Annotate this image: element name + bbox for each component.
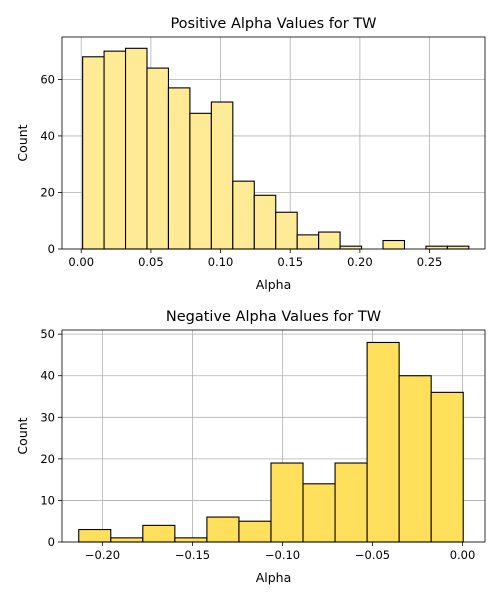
axes-frame [61, 36, 486, 250]
y-axis-label: Count [15, 124, 30, 161]
histogram-bar [82, 56, 105, 250]
x-tick-label: 0.25 [417, 255, 443, 269]
histogram-bar [146, 67, 169, 250]
y-tick-label: 20 [40, 185, 55, 199]
histogram-bar [366, 341, 400, 543]
histogram-bar [275, 211, 298, 250]
histogram-bar [334, 462, 368, 543]
y-axis-ticks: 0 20 40 60 [40, 72, 62, 256]
histogram-bar [339, 245, 363, 250]
histogram-bar [296, 234, 320, 250]
histogram-bar [270, 462, 304, 543]
positive-alpha-histogram: 0.00 0.05 0.10 0.15 0.20 0.25 0 20 40 60 Positiv… [15, 16, 486, 292]
histogram-bar [78, 528, 112, 543]
x-tick-label: −0.15 [175, 548, 210, 562]
histogram-bar [425, 245, 448, 250]
x-tick-label: 0.15 [277, 255, 303, 269]
y-axis-label: Count [15, 417, 30, 454]
y-tick-label: 30 [40, 410, 55, 424]
x-axis-ticks: −0.20 −0.15 −0.10 −0.05 0.00 [85, 542, 475, 562]
histogram-bar [398, 375, 432, 543]
histogram-bar [174, 537, 208, 543]
y-tick-label: 60 [40, 72, 55, 86]
x-tick-label: 0.10 [208, 255, 234, 269]
histogram-bar [382, 239, 406, 250]
x-axis-ticks: 0.00 0.05 0.10 0.15 0.20 0.25 [68, 249, 442, 269]
histogram-bar [206, 516, 240, 543]
histogram-bar [430, 391, 464, 543]
x-tick-label: 0.00 [68, 255, 94, 269]
histogram-bar [110, 537, 144, 543]
histogram-bar [167, 87, 191, 250]
x-axis-label: Alpha [256, 570, 292, 585]
x-tick-label: −0.20 [85, 548, 120, 562]
negative-alpha-histogram: −0.20 −0.15 −0.10 −0.05 0.00 0 10 20 30 40 50 Neg… [15, 309, 486, 585]
y-tick-label: 40 [40, 129, 55, 143]
axes-frame [61, 329, 486, 543]
histogram-bar [446, 245, 470, 250]
histogram-bars [82, 47, 470, 250]
x-tick-label: −0.10 [265, 548, 300, 562]
x-tick-label: 0.05 [138, 255, 164, 269]
chart-title: Negative Alpha Values for TW [166, 309, 381, 325]
x-tick-label: −0.05 [355, 548, 390, 562]
histogram-bar [124, 47, 148, 250]
x-tick-label: 0.20 [347, 255, 373, 269]
histogram-bar [302, 483, 336, 543]
y-tick-label: 0 [48, 535, 55, 549]
histogram-bar [253, 194, 277, 250]
y-tick-label: 50 [40, 327, 55, 341]
y-tick-label: 40 [40, 369, 55, 383]
y-tick-label: 0 [48, 242, 55, 256]
x-axis-label: Alpha [256, 277, 292, 292]
chart-title: Positive Alpha Values for TW [170, 16, 376, 32]
histogram-bar [142, 524, 176, 543]
histogram-bar [103, 50, 127, 250]
y-tick-label: 20 [40, 452, 55, 466]
histogram-bar [210, 101, 234, 250]
y-axis-ticks: 0 10 20 30 40 50 [40, 327, 62, 549]
histogram-bar [189, 112, 212, 250]
x-tick-label: 0.00 [450, 548, 476, 562]
histogram-bar [232, 180, 255, 250]
histogram-bar [238, 520, 272, 543]
histogram-bar [318, 231, 341, 250]
y-tick-label: 10 [40, 493, 55, 507]
